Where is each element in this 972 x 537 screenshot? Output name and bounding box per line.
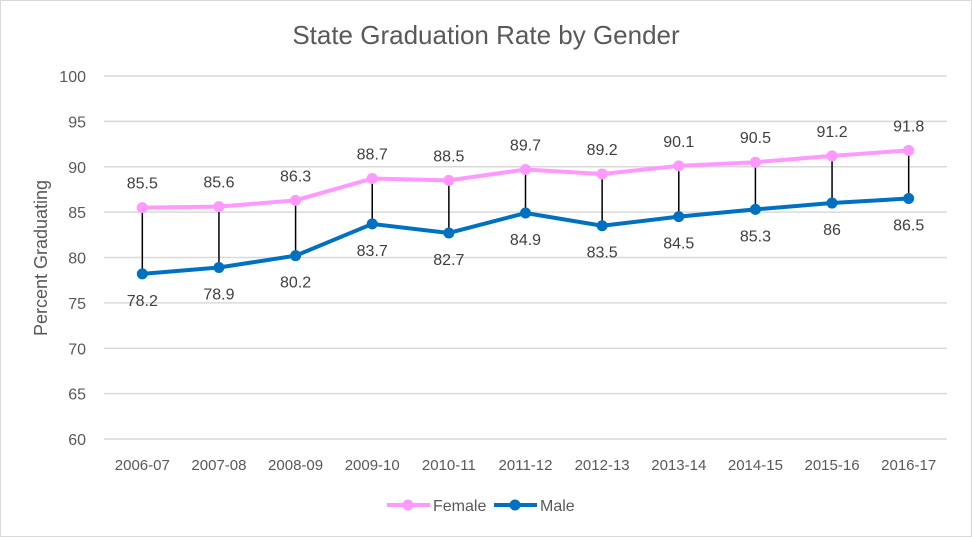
data-label-female: 91.8: [893, 118, 924, 135]
data-label-male: 82.7: [433, 252, 464, 269]
data-label-female: 89.2: [587, 142, 618, 159]
x-tick-label: 2009-10: [345, 457, 400, 474]
legend-label-male: Male: [540, 498, 575, 515]
x-tick-label: 2010-11: [422, 457, 476, 474]
y-tick-label: 70: [68, 341, 86, 358]
data-point-female: [749, 156, 761, 168]
data-label-male: 78.9: [203, 286, 234, 303]
data-label-female: 85.6: [203, 175, 234, 192]
x-tick-label: 2013-14: [651, 457, 706, 474]
data-label-female: 85.5: [127, 176, 158, 193]
data-label-female: 89.7: [510, 137, 541, 154]
data-point-male: [520, 207, 531, 219]
legend-marker-female: [402, 499, 414, 511]
legend-marker-male: [509, 499, 521, 511]
y-tick-label: 95: [68, 114, 86, 131]
data-point-female: [443, 174, 455, 186]
data-point-female: [136, 202, 148, 214]
data-point-female: [596, 168, 608, 180]
x-tick-label: 2016-17: [881, 457, 936, 474]
chart-title: State Graduation Rate by Gender: [292, 20, 680, 50]
data-point-male: [366, 218, 378, 230]
y-tick-label: 90: [68, 160, 86, 177]
data-label-male: 83.5: [587, 245, 618, 262]
data-point-female: [213, 201, 225, 213]
data-point-male: [826, 197, 838, 209]
x-tick-label: 2011-12: [499, 457, 553, 474]
y-tick-label: 80: [68, 251, 86, 268]
y-tick-label: 75: [68, 296, 86, 313]
data-label-female: 90.1: [663, 134, 694, 151]
y-tick-label: 85: [68, 205, 86, 222]
y-tick-label: 60: [68, 432, 86, 449]
data-label-female: 86.3: [280, 168, 311, 185]
data-point-male: [596, 220, 608, 232]
data-label-female: 88.7: [357, 147, 388, 164]
x-tick-label: 2014-15: [728, 457, 783, 474]
data-point-male: [290, 250, 302, 262]
x-tick-label: 2007-08: [191, 457, 246, 474]
x-tick-label: 2015-16: [805, 457, 860, 474]
data-label-male: 78.2: [127, 293, 158, 310]
data-label-male: 86.5: [893, 218, 924, 235]
data-point-male: [903, 193, 915, 205]
data-point-female: [903, 144, 915, 156]
data-point-male: [213, 261, 225, 273]
data-point-female: [826, 150, 838, 162]
x-tick-label: 2006-07: [115, 457, 170, 474]
data-label-male: 83.7: [357, 243, 388, 260]
data-point-male: [136, 268, 148, 280]
data-point-male: [443, 227, 455, 239]
y-axis-label: Percent Graduating: [31, 180, 51, 336]
data-label-male: 84.5: [663, 236, 694, 253]
y-tick-label: 100: [59, 69, 86, 86]
data-label-female: 90.5: [740, 130, 771, 147]
data-label-male: 84.9: [510, 232, 541, 249]
data-point-female: [366, 173, 378, 185]
data-point-female: [520, 163, 531, 175]
data-label-male: 86: [823, 222, 841, 239]
data-label-male: 80.2: [280, 275, 311, 292]
data-point-female: [673, 160, 685, 172]
legend-label-female: Female: [433, 498, 486, 515]
data-label-male: 85.3: [740, 228, 771, 245]
y-tick-label: 65: [68, 387, 86, 404]
data-point-male: [749, 203, 761, 215]
x-tick-label: 2008-09: [268, 457, 323, 474]
data-label-female: 88.5: [433, 148, 464, 165]
data-point-female: [290, 194, 302, 206]
data-label-female: 91.2: [816, 124, 847, 141]
data-point-male: [673, 211, 685, 223]
x-tick-label: 2012-13: [575, 457, 630, 474]
